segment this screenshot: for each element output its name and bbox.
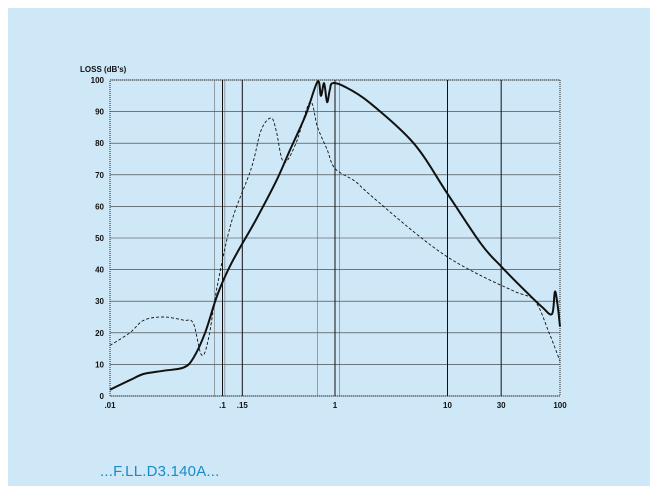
y-tick-label: 60 [95,202,104,211]
y-tick-label: 10 [95,360,104,369]
y-tick-label: 40 [95,266,104,275]
series-line-dashed [109,101,561,362]
y-tick-label: 80 [95,139,104,148]
part-number-caption: ...F.LL.D3.140A... [100,463,220,480]
x-tick-label: .1 [219,401,226,410]
x-tick-label: 30 [497,401,506,410]
y-tick-label: 70 [95,171,104,180]
y-tick-label: 0 [100,392,105,401]
x-tick-label: 1 [333,401,338,410]
y-tick-label: 20 [95,329,104,338]
y-axis-label: LOSS (dB's) [80,65,127,74]
y-tick-label: 50 [95,234,104,243]
x-tick-label: .01 [104,401,116,410]
y-tick-label: 100 [91,76,105,85]
y-tick-label: 90 [95,108,104,117]
x-tick-label: 10 [443,401,452,410]
loss-chart-svg: 0 10 20 30 40 50 60 70 80 90 100 .01 .1 .15 1 10 30 100 LO… [80,65,567,410]
x-tick-label: 100 [553,401,567,410]
loss-chart: 0 10 20 30 40 50 60 70 80 90 100 .01 .1 .15 1 10 30 100 LO… [64,56,584,416]
x-tick-label: .15 [237,401,249,410]
y-tick-label: 30 [95,297,104,306]
figure-panel: 0 10 20 30 40 50 60 70 80 90 100 .01 .1 .15 1 10 30 100 LO… [8,8,650,486]
series-line-solid [109,80,561,391]
